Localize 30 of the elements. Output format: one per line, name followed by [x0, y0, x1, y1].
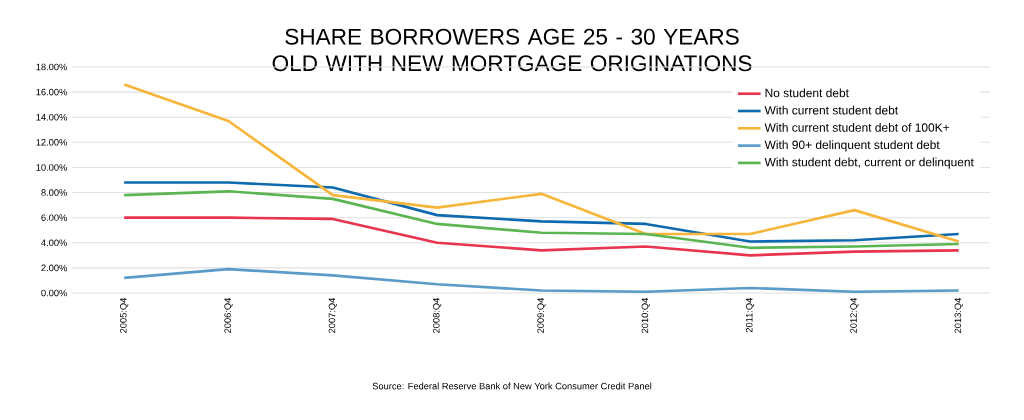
x-tick-label: 2010:Q4 — [641, 297, 650, 333]
x-tick-label: 2012:Q4 — [850, 297, 859, 333]
y-tick-label: 16.00% — [36, 88, 67, 96]
y-tick-label: 18.00% — [36, 63, 67, 71]
x-tick-label: 2009:Q4 — [537, 297, 546, 333]
y-tick-label: 14.00% — [36, 113, 67, 121]
source-note: Source: Federal Reserve Bank of New York Consumer Credit Panel — [372, 382, 652, 390]
y-tick-label: 0.00% — [41, 289, 67, 297]
legend-label: With current student debt of 100K+ — [764, 122, 950, 132]
y-tick-label: 10.00% — [36, 164, 67, 171]
line-series — [122, 216, 961, 257]
x-tick-label: 2006:Q4 — [224, 297, 233, 333]
legend-label: With student debt, current or delinquent — [764, 157, 974, 169]
line-series — [122, 189, 961, 250]
line-series — [122, 267, 961, 293]
y-tick-label: 8.00% — [41, 189, 67, 196]
legend-label: With 90+ delinquent student debt — [764, 140, 940, 152]
y-tick-label: 4.00% — [41, 239, 67, 247]
chart-title: SHARE BORROWERS AGE 25 - 30 YEARS OLD WITH NEW MORTGAGE ORIGINATIONS — [272, 28, 752, 72]
x-tick-label: 2013:Q4 — [954, 297, 963, 333]
y-tick-label: 12.00% — [36, 139, 67, 146]
y-tick-label: 2.00% — [41, 264, 67, 272]
x-tick-label: 2011:Q4 — [745, 297, 755, 333]
line-series — [122, 181, 961, 243]
x-tick-label: 2008:Q4 — [432, 297, 442, 333]
x-tick-label: 2005:Q4 — [120, 297, 129, 333]
x-tick-label: 2007:Q4 — [328, 297, 337, 333]
y-tick-label: 6.00% — [41, 214, 67, 221]
legend-label: With current student debt — [764, 105, 899, 115]
legend-label: No student debt — [765, 88, 849, 98]
